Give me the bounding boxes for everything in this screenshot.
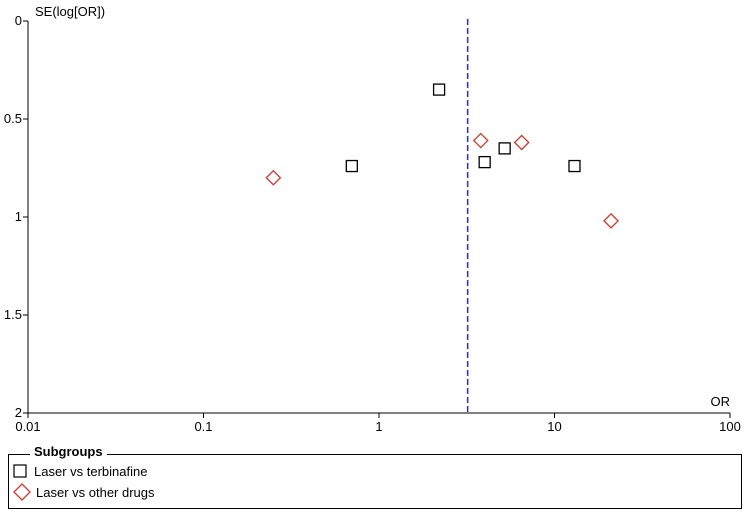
legend-label-terbinafine: Laser vs terbinafine bbox=[34, 463, 148, 479]
y-tick-label: 1.5 bbox=[4, 307, 22, 322]
diamond-data-point bbox=[265, 169, 282, 186]
legend-label-other-drugs: Laser vs other drugs bbox=[36, 484, 155, 500]
diamond-data-point bbox=[513, 134, 530, 151]
legend-item-terbinafine: Laser vs terbinafine bbox=[12, 462, 147, 480]
plot-area: 0 0.5 1 1.5 20.01 0.1 1 10 100 SE(log[OR]) OR bbox=[4, 4, 741, 434]
x-axis-label: OR bbox=[711, 394, 731, 409]
diamond-data-point bbox=[603, 212, 620, 229]
legend-item-other-drugs: Laser vs other drugs bbox=[12, 483, 155, 501]
x-tick-label: 0.1 bbox=[194, 419, 212, 434]
legend-title: Subgroups bbox=[30, 444, 107, 459]
legend-box bbox=[8, 454, 742, 509]
square-data-point bbox=[568, 159, 581, 173]
y-tick-label: 0.5 bbox=[4, 111, 22, 126]
x-tick-label: 100 bbox=[719, 419, 741, 434]
y-tick-label: 2 bbox=[15, 405, 22, 420]
square-data-point bbox=[432, 83, 446, 96]
square-data-point bbox=[345, 159, 358, 173]
x-tick-label: 1 bbox=[375, 419, 382, 434]
square-data-point bbox=[478, 155, 491, 169]
y-axis-label: SE(log[OR]) bbox=[35, 4, 105, 19]
x-tick-label: 10 bbox=[547, 419, 561, 434]
y-tick-label: 0 bbox=[15, 13, 22, 28]
diamond-data-point bbox=[472, 132, 489, 149]
diamond-marker-icon bbox=[13, 483, 31, 501]
square-data-point bbox=[498, 142, 511, 155]
y-tick-label: 1 bbox=[15, 209, 22, 224]
x-tick-label: 0.01 bbox=[15, 419, 40, 434]
square-marker-icon bbox=[13, 464, 27, 478]
